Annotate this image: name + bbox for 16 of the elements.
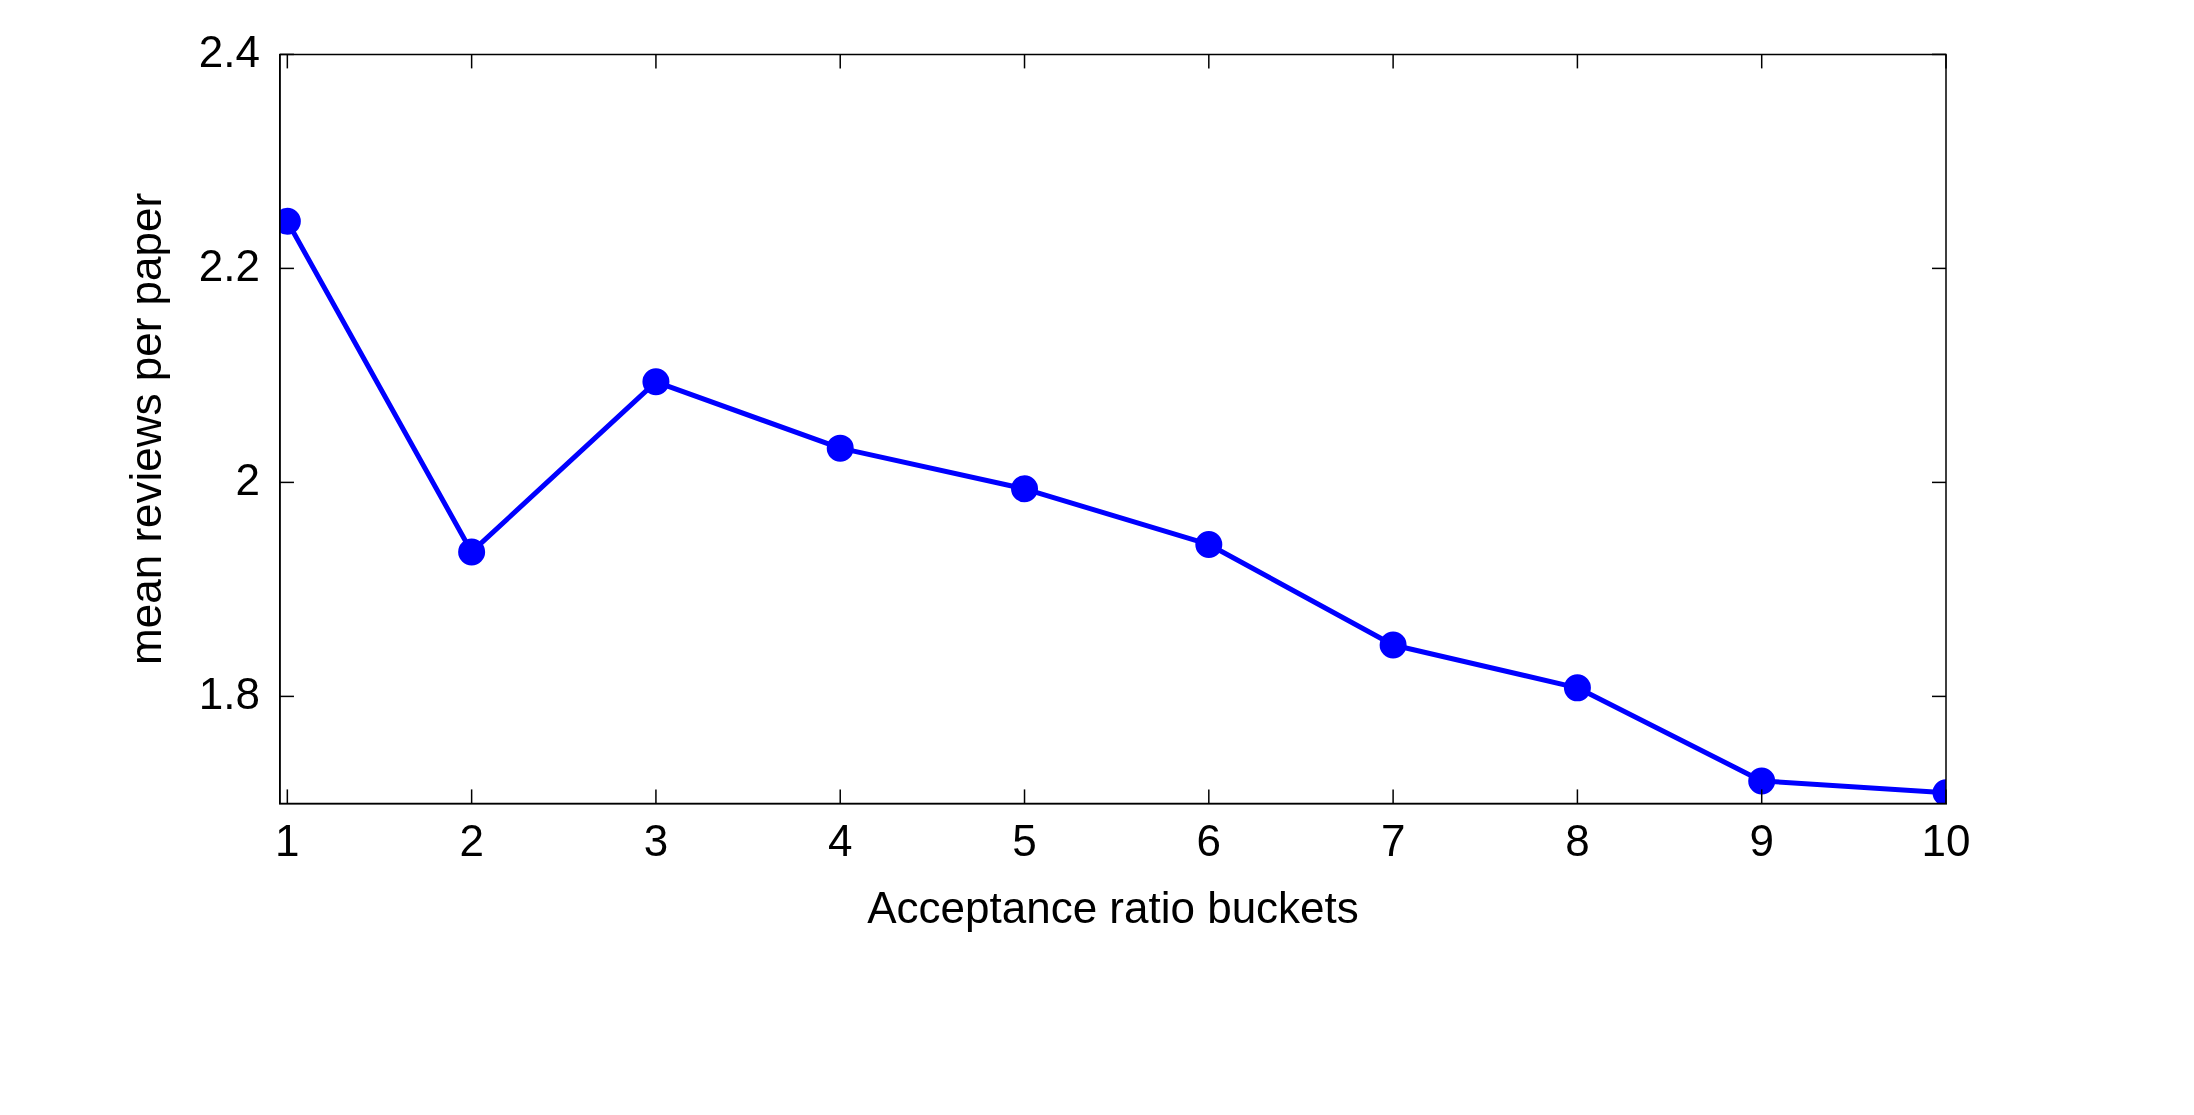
y-axis-title: mean reviews per paper [120, 192, 170, 665]
y-tick-label: 2.4 [198, 26, 260, 76]
y-tick-label: 2 [235, 454, 260, 504]
x-tick-label: 6 [1196, 815, 1222, 865]
y-tick-label: 2.2 [198, 240, 260, 290]
y-tick-label: 1.8 [198, 668, 260, 718]
x-tick-label: 7 [1380, 815, 1406, 865]
x-tick-label: 8 [1565, 815, 1590, 865]
x-axis-title: Acceptance ratio buckets [867, 882, 1359, 932]
x-tick-label: 1 [275, 815, 300, 865]
x-tick-label: 5 [1012, 815, 1037, 865]
x-tick-label: 10 [1921, 815, 1971, 865]
x-tick-label: 9 [1749, 815, 1774, 865]
x-tick-label: 2 [459, 815, 484, 865]
x-tick-label: 3 [643, 815, 669, 865]
x-tick-label: 4 [827, 815, 853, 865]
